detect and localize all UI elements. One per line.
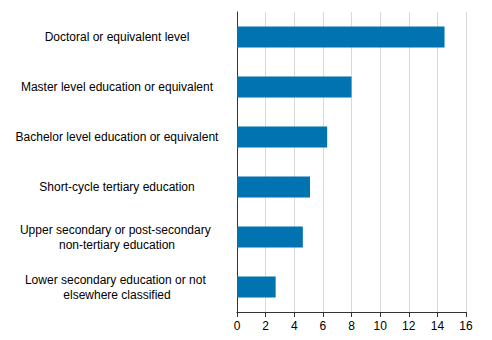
svg-text:elsewhere classified: elsewhere classified [63,288,170,302]
svg-text:Lower secondary education or n: Lower secondary education or not [25,273,209,287]
svg-text:16: 16 [459,319,473,333]
svg-text:Upper secondary or post-second: Upper secondary or post-secondary [20,223,214,237]
svg-text:Bachelor level education or eq: Bachelor level education or equivalent [16,130,219,144]
svg-text:non-tertiary education: non-tertiary education [59,238,175,252]
svg-text:8: 8 [348,319,355,333]
svg-text:10: 10 [373,319,387,333]
svg-text:Doctoral or equivalent level: Doctoral or equivalent level [45,30,190,44]
svg-text:12: 12 [402,319,416,333]
svg-text:6: 6 [320,319,327,333]
svg-text:0: 0 [234,319,241,333]
svg-text:Master level education or equi: Master level education or equivalent [21,80,214,94]
svg-text:4: 4 [291,319,298,333]
svg-text:14: 14 [431,319,445,333]
svg-text:2: 2 [262,319,269,333]
svg-text:Short-cycle tertiary education: Short-cycle tertiary education [39,180,194,194]
